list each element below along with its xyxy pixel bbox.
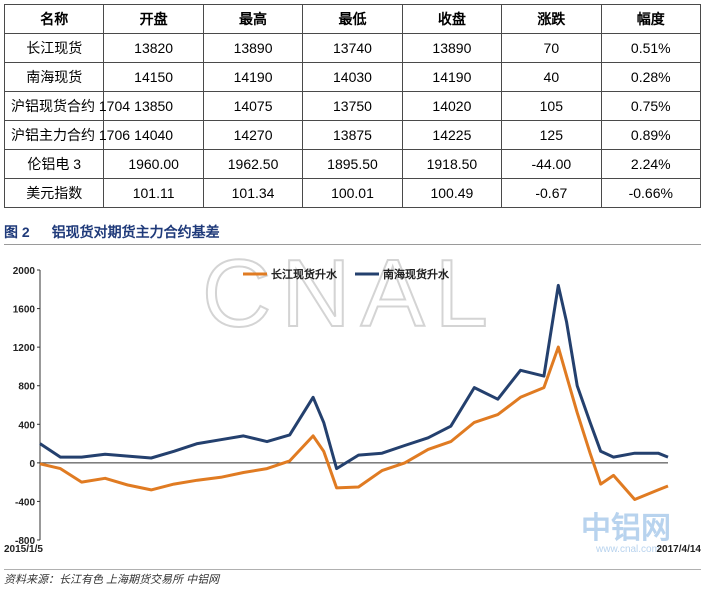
- col-header: 收盘: [401, 4, 503, 34]
- table-row: 长江现货 13820 13890 13740 13890 70 0.51%: [3, 33, 702, 63]
- chart-legend: 长江现货升水 南海现货升水: [243, 267, 450, 281]
- table-cell: 14225: [401, 120, 503, 150]
- table-cell: -44.00: [501, 149, 602, 179]
- col-header: 幅度: [600, 4, 702, 34]
- table-cell: 14190: [202, 62, 304, 92]
- y-tick-label: 1200: [13, 343, 36, 354]
- watermark: CNAL 中铝网 www.cnal.com: [201, 246, 671, 555]
- table-cell: 14270: [202, 120, 304, 150]
- table-cell: 14030: [302, 62, 403, 92]
- table-cell: 14040: [103, 120, 204, 150]
- table-cell: 1918.50: [401, 149, 503, 179]
- watermark-cnal: CNAL: [202, 246, 498, 347]
- figure-number: 图 2: [4, 224, 30, 240]
- table-row: 南海现货 14150 14190 14030 14190 40 0.28%: [3, 62, 702, 92]
- col-header: 最高: [202, 4, 304, 34]
- table-cell: 13890: [401, 33, 503, 63]
- series-line-nanhai: [39, 283, 669, 471]
- y-tick-label: 0: [29, 459, 35, 470]
- table-cell: 125: [501, 120, 602, 150]
- x-tick-label: 2015/1/5: [4, 544, 43, 555]
- y-tick-label: 1600: [13, 305, 36, 316]
- source-divider: [4, 569, 701, 570]
- table-cell: 101.11: [103, 178, 204, 208]
- table-cell: 沪铝主力合约 1706: [3, 120, 130, 150]
- series-line-changjiang: [39, 345, 669, 501]
- table-cell: 100.01: [302, 178, 403, 208]
- chart-series: [39, 283, 669, 501]
- y-tick-label: -400: [15, 497, 35, 508]
- table-cell: 13740: [302, 33, 403, 63]
- y-tick-label: 400: [18, 420, 35, 431]
- table-cell: 1895.50: [302, 149, 403, 179]
- watermark-url: www.cnal.com: [595, 544, 660, 555]
- table-cell: 14020: [401, 91, 503, 121]
- table-row: 美元指数 101.11 101.34 100.01 100.49 -0.67 -…: [3, 178, 702, 208]
- table-cell: 长江现货: [3, 33, 105, 63]
- y-tick-label: 2000: [13, 266, 36, 277]
- quote-table: 名称 开盘 最高 最低 收盘 涨跌 幅度 长江现货 13820 13890 13…: [3, 4, 702, 208]
- table-row: 沪铝现货合约 1704 13850 14075 13750 14020 105 …: [3, 91, 702, 121]
- table-cell: 14075: [202, 91, 304, 121]
- y-tick-label: 800: [18, 382, 35, 393]
- table-cell: 14150: [103, 62, 204, 92]
- title-divider: [4, 244, 701, 245]
- table-cell: 13890: [202, 33, 304, 63]
- table-cell: 105: [501, 91, 602, 121]
- table-cell: 南海现货: [3, 62, 105, 92]
- table-cell: 0.51%: [600, 33, 702, 63]
- table-cell: 101.34: [202, 178, 304, 208]
- watermark-logo: 中铝网: [581, 511, 671, 546]
- table-cell: 2.24%: [600, 149, 702, 179]
- table-cell: 13850: [103, 91, 204, 121]
- table-cell: 0.75%: [600, 91, 702, 121]
- table-cell: 14190: [401, 62, 503, 92]
- table-cell: 13820: [103, 33, 204, 63]
- table-cell: 13750: [302, 91, 403, 121]
- table-cell: 0.28%: [600, 62, 702, 92]
- table-cell: 美元指数: [3, 178, 105, 208]
- table-cell: 1962.50: [202, 149, 304, 179]
- col-header: 名称: [3, 4, 105, 34]
- table-cell: 70: [501, 33, 602, 63]
- table-row: 伦铝电 3 1960.00 1962.50 1895.50 1918.50 -4…: [3, 149, 702, 179]
- table-row: 沪铝主力合约 1706 14040 14270 13875 14225 125 …: [3, 120, 702, 150]
- legend-label: 南海现货升水: [383, 267, 450, 281]
- table-cell: 1960.00: [103, 149, 204, 179]
- table-header-row: 名称 开盘 最高 最低 收盘 涨跌 幅度: [3, 4, 702, 34]
- table-cell: -0.67: [501, 178, 602, 208]
- table-cell: 40: [501, 62, 602, 92]
- figure-title: 图 2 铝现货对期货主力合约基差: [4, 222, 220, 242]
- col-header: 最低: [302, 4, 403, 34]
- table-cell: 0.89%: [600, 120, 702, 150]
- col-header: 开盘: [103, 4, 204, 34]
- table-cell: 沪铝现货合约 1704: [3, 91, 130, 121]
- x-tick-label: 2017/4/14: [657, 544, 702, 555]
- table-cell: 100.49: [401, 178, 503, 208]
- col-header: 涨跌: [501, 4, 602, 34]
- table-cell: 13875: [302, 120, 403, 150]
- source-note: 资料来源：长江有色 上海期货交易所 中铝网: [4, 574, 220, 586]
- table-cell: -0.66%: [600, 178, 702, 208]
- legend-label: 长江现货升水: [271, 267, 338, 281]
- y-tick-label: -800: [15, 536, 35, 547]
- table-cell: 伦铝电 3: [3, 149, 105, 179]
- figure-caption: 铝现货对期货主力合约基差: [51, 224, 220, 240]
- basis-line-chart: CNAL 中铝网 www.cnal.com 2000 1600 1200 800 400…: [4, 246, 701, 555]
